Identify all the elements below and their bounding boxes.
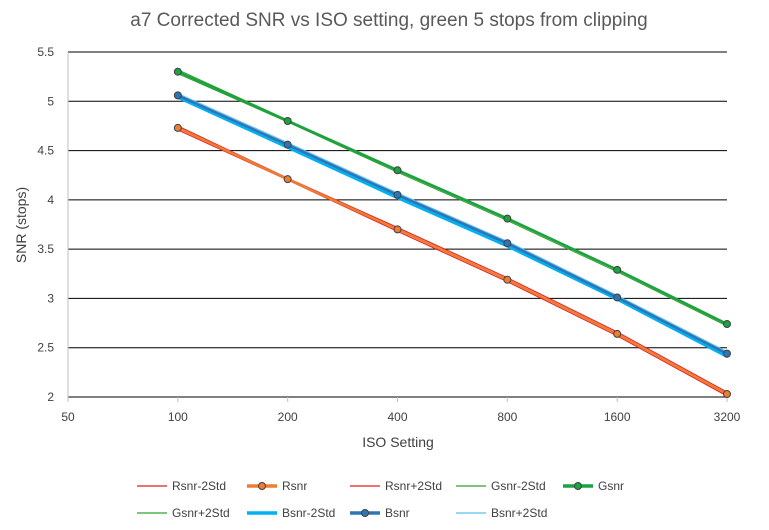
legend-item: Gsnr-2Std: [456, 479, 546, 493]
y-tick-label: 2.5: [37, 341, 54, 355]
legend-label: Bsnr-2Std: [282, 506, 335, 520]
x-tick-label: 1600: [604, 410, 631, 424]
series-bsnr: [173, 91, 731, 358]
legend-item: Bsnr+2Std: [456, 506, 547, 520]
legend-item: Rsnr-2Std: [137, 479, 226, 493]
y-tick-label: 4.5: [37, 144, 54, 158]
data-point: [173, 91, 182, 100]
legend-item: Rsnr: [247, 479, 307, 493]
legend-label: Gsnr+2Std: [172, 506, 230, 520]
series-line: [176, 126, 729, 396]
legend-swatch-marker: [258, 482, 266, 490]
data-point: [613, 265, 622, 274]
data-point: [173, 123, 182, 132]
data-point: [503, 214, 512, 223]
data-point: [393, 190, 402, 199]
data-point: [503, 239, 512, 248]
data-point: [723, 390, 731, 399]
data-point: [283, 117, 292, 125]
legend-swatch-marker: [574, 482, 582, 490]
legend-swatch-marker: [361, 509, 369, 517]
series-line: [176, 70, 729, 326]
data-point: [613, 293, 622, 302]
data-point: [283, 175, 292, 184]
series-line: [177, 129, 728, 397]
series-bsnr-2std: [177, 92, 728, 353]
legend-label: Bsnr: [385, 506, 410, 520]
data-point: [283, 140, 292, 149]
y-axis-title: SNR (stops): [13, 187, 29, 263]
legend-item: Bsnr-2Std: [247, 506, 335, 520]
data-point: [723, 320, 731, 329]
x-tick-label: 200: [278, 410, 298, 424]
series-layer: [173, 67, 731, 399]
x-tick-label: 100: [168, 410, 188, 424]
data-point: [723, 349, 731, 358]
axes: 2 2.5 3 3.5 4 4.5 5 5.5 50 100 200 400 800 1600 3200: [37, 45, 740, 424]
x-tick-label: 400: [387, 410, 407, 424]
y-tick-label: 4: [47, 193, 54, 207]
series-gsnr: [173, 67, 731, 329]
legend-item: Gsnr+2Std: [137, 506, 230, 520]
series-rsnr-2std: [177, 129, 728, 397]
data-point: [613, 329, 622, 338]
x-tick-label: 800: [497, 410, 517, 424]
x-axis-title: ISO Setting: [362, 434, 434, 450]
data-point: [503, 275, 512, 284]
y-tick-label: 3: [47, 291, 54, 305]
data-point: [393, 166, 402, 175]
series-line: [175, 94, 730, 358]
legend-item: Bsnr: [350, 506, 410, 520]
legend-label: Rsnr+2Std: [385, 479, 442, 493]
chart-title: a7 Corrected SNR vs ISO setting, green 5…: [130, 10, 647, 31]
grid-lines: [68, 51, 727, 398]
legend-label: Rsnr: [282, 479, 307, 493]
data-point: [173, 67, 182, 76]
data-point: [393, 225, 402, 234]
series-bsnr-2std: [175, 94, 730, 358]
series-line: [177, 92, 728, 353]
legend-label: Gsnr-2Std: [491, 479, 546, 493]
series-rsnr: [173, 123, 731, 399]
series-line: [176, 94, 729, 355]
legend-item: Rsnr+2Std: [350, 479, 442, 493]
legend-item: Gsnr: [563, 479, 624, 493]
legend-label: Rsnr-2Std: [172, 479, 226, 493]
y-tick-label: 3.5: [37, 242, 54, 256]
legend-label: Gsnr: [598, 479, 624, 493]
y-tick-label: 5.5: [37, 45, 54, 59]
x-tick-label: 50: [61, 410, 75, 424]
y-tick-label: 5: [47, 94, 54, 108]
x-tick-label: 3200: [714, 410, 741, 424]
y-tick-label: 2: [47, 390, 54, 404]
legend-label: Bsnr+2Std: [491, 506, 547, 520]
legend: Rsnr-2Std Rsnr Rsnr+2Std Gsnr-2Std Gsnr Gsnr+…: [137, 479, 624, 520]
